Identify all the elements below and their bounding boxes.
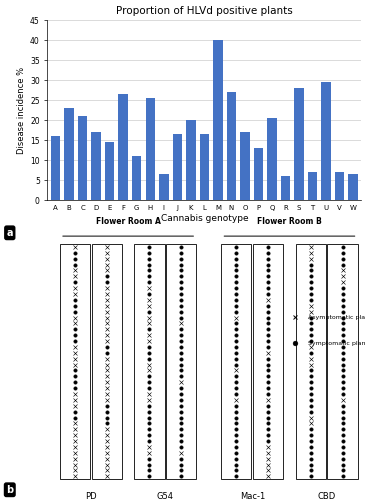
Text: Flower Room B: Flower Room B xyxy=(257,216,322,226)
Bar xyxy=(146,98,155,200)
Bar xyxy=(186,120,196,200)
Text: CBD: CBD xyxy=(318,492,336,500)
Bar xyxy=(78,116,87,200)
Title: Proportion of HLVd positive plants: Proportion of HLVd positive plants xyxy=(116,6,293,16)
Bar xyxy=(281,176,290,201)
Bar xyxy=(221,244,251,480)
X-axis label: Cannabis genotype: Cannabis genotype xyxy=(161,214,248,223)
Bar xyxy=(253,244,283,480)
Text: a: a xyxy=(7,228,13,238)
Bar xyxy=(327,244,358,480)
Bar xyxy=(92,244,122,480)
Text: Symptomatic plant: Symptomatic plant xyxy=(308,341,365,346)
Text: Flower Room A: Flower Room A xyxy=(96,216,161,226)
Bar xyxy=(105,142,114,201)
Bar xyxy=(200,134,209,200)
Bar xyxy=(267,118,277,200)
Text: G54: G54 xyxy=(157,492,174,500)
Text: Mac-1: Mac-1 xyxy=(240,492,265,500)
Bar xyxy=(166,244,196,480)
Bar xyxy=(227,92,236,200)
Bar xyxy=(295,88,304,200)
Bar xyxy=(60,244,90,480)
Bar xyxy=(159,174,169,201)
Bar xyxy=(322,82,331,200)
Y-axis label: Disease incidence %: Disease incidence % xyxy=(17,66,26,154)
Bar xyxy=(173,134,182,200)
Bar xyxy=(134,244,165,480)
Text: b: b xyxy=(6,485,14,495)
Bar xyxy=(213,40,223,200)
Bar xyxy=(308,172,318,201)
Bar xyxy=(349,174,358,201)
Bar xyxy=(119,94,128,200)
Text: Asymptomatic plant: Asymptomatic plant xyxy=(308,314,365,320)
Bar xyxy=(240,132,250,200)
Bar xyxy=(91,132,101,200)
Bar xyxy=(51,136,60,200)
Bar xyxy=(132,156,142,200)
Bar xyxy=(296,244,326,480)
Bar xyxy=(254,148,263,201)
Bar xyxy=(335,172,345,201)
Bar xyxy=(64,108,74,200)
Text: PD: PD xyxy=(85,492,97,500)
